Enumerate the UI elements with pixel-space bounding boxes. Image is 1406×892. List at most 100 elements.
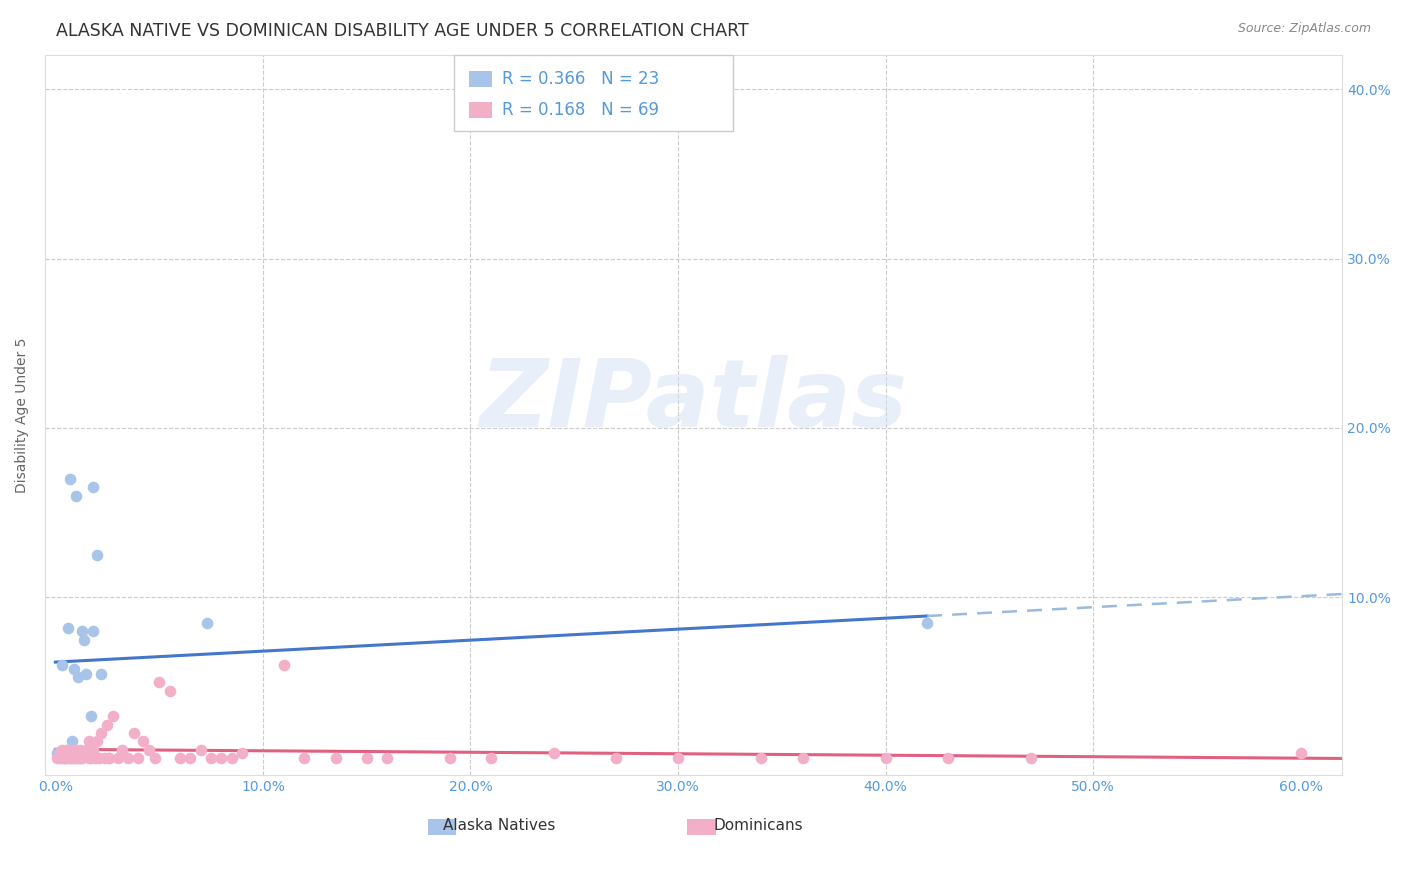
Point — [83, 751, 105, 765]
Point — [63, 751, 86, 765]
Point — [138, 743, 160, 757]
Text: Alaska Natives: Alaska Natives — [443, 818, 555, 833]
Text: ALASKA NATIVE VS DOMINICAN DISABILITY AGE UNDER 5 CORRELATION CHART: ALASKA NATIVE VS DOMINICAN DISABILITY AG… — [56, 22, 749, 40]
Point — [63, 747, 86, 762]
Point — [605, 751, 627, 765]
Point — [294, 751, 316, 765]
Point — [56, 621, 79, 635]
Point — [56, 751, 79, 765]
Point — [94, 751, 117, 765]
Point — [67, 670, 90, 684]
Point — [231, 747, 253, 761]
Point — [90, 726, 112, 740]
Point — [55, 743, 77, 757]
Point — [51, 658, 73, 673]
Point — [77, 747, 100, 761]
Point — [63, 662, 86, 676]
Point — [377, 751, 399, 765]
Point — [107, 751, 129, 765]
Point — [60, 743, 83, 757]
Point — [77, 751, 100, 765]
Point — [195, 615, 218, 630]
Point — [479, 751, 502, 765]
Point — [46, 747, 69, 761]
Point — [59, 747, 82, 761]
Text: ZIPatlas: ZIPatlas — [479, 355, 908, 447]
FancyBboxPatch shape — [470, 102, 492, 118]
Point — [73, 747, 96, 761]
Point — [117, 751, 139, 765]
Point — [98, 751, 121, 765]
Point — [79, 751, 101, 765]
Point — [179, 751, 201, 765]
Point — [96, 717, 118, 731]
Point — [59, 751, 82, 765]
Text: R = 0.168   N = 69: R = 0.168 N = 69 — [502, 101, 659, 119]
Point — [72, 751, 94, 765]
FancyBboxPatch shape — [454, 55, 733, 131]
Text: R = 0.366   N = 23: R = 0.366 N = 23 — [502, 70, 659, 88]
Point — [148, 675, 170, 690]
Point — [48, 747, 70, 761]
Point — [60, 751, 83, 765]
Point — [69, 743, 91, 757]
Point — [69, 751, 91, 765]
Point — [87, 751, 110, 765]
Point — [82, 743, 104, 757]
Point — [86, 734, 108, 748]
Point — [46, 751, 69, 765]
Point — [82, 480, 104, 494]
Point — [1289, 747, 1312, 761]
Point — [325, 751, 347, 765]
Point — [169, 751, 191, 765]
Point — [52, 751, 75, 765]
Point — [73, 632, 96, 647]
Point — [111, 743, 134, 757]
Point — [65, 751, 87, 765]
Point — [72, 624, 94, 639]
Point — [875, 751, 897, 765]
Point — [200, 751, 222, 765]
Point — [159, 683, 181, 698]
FancyBboxPatch shape — [688, 820, 716, 835]
Point — [221, 751, 243, 765]
Point — [1019, 751, 1042, 765]
Point — [86, 548, 108, 562]
Point — [65, 489, 87, 503]
Point — [76, 666, 98, 681]
Y-axis label: Disability Age Under 5: Disability Age Under 5 — [15, 337, 30, 493]
Point — [749, 751, 772, 765]
Point — [131, 734, 153, 748]
Point — [76, 743, 98, 757]
Point — [65, 743, 87, 757]
Text: Dominicans: Dominicans — [714, 818, 803, 833]
Point — [792, 751, 814, 765]
Point — [122, 726, 145, 740]
FancyBboxPatch shape — [427, 820, 456, 835]
Point — [356, 751, 378, 765]
Point — [59, 472, 82, 486]
Point — [143, 751, 166, 765]
Point — [190, 743, 212, 757]
Point — [48, 751, 70, 765]
Point — [273, 658, 295, 673]
Point — [79, 709, 101, 723]
Point — [77, 734, 100, 748]
Text: Source: ZipAtlas.com: Source: ZipAtlas.com — [1237, 22, 1371, 36]
Point — [63, 747, 86, 761]
Point — [67, 751, 90, 765]
Point — [82, 624, 104, 639]
Point — [666, 751, 689, 765]
Point — [69, 751, 91, 765]
Point — [51, 743, 73, 757]
Point — [55, 751, 77, 765]
Point — [936, 751, 959, 765]
Point — [209, 751, 232, 765]
FancyBboxPatch shape — [470, 71, 492, 87]
Point — [90, 666, 112, 681]
Point — [51, 751, 73, 765]
Point — [543, 747, 565, 761]
Point — [127, 751, 149, 765]
Point — [439, 751, 461, 765]
Point — [56, 743, 79, 757]
